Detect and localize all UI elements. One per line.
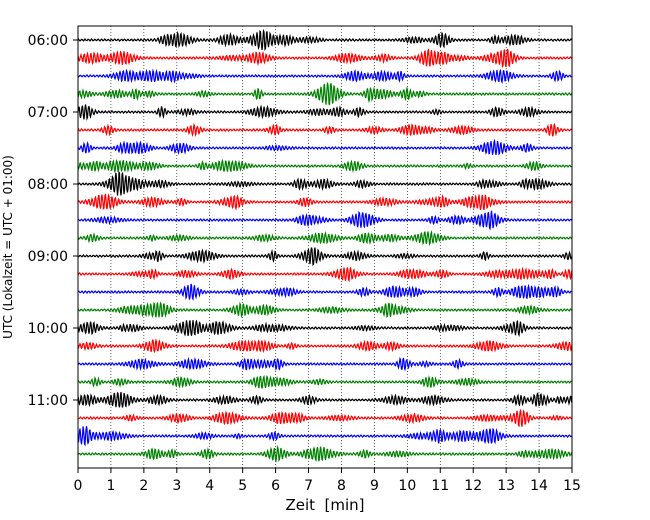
trace-0615 <box>77 48 573 69</box>
trace-1130 <box>77 426 573 447</box>
x-tick-label: 8 <box>337 478 346 494</box>
trace-1015 <box>77 338 573 354</box>
y-axis-label: UTC (Lokalzeit = UTC + 01:00) <box>1 155 15 339</box>
trace-0845 <box>77 229 573 246</box>
trace-0715 <box>77 122 573 138</box>
x-tick-label: 1 <box>106 478 115 494</box>
trace-0915 <box>77 266 573 283</box>
trace-0730 <box>77 138 573 156</box>
x-tick-label: 13 <box>497 478 515 494</box>
x-tick-label: 6 <box>271 478 280 494</box>
x-axis-ticks: 0 1 2 3 4 5 6 7 8 9 10 11 12 13 14 15 <box>74 468 581 494</box>
x-tick-label: 10 <box>398 478 416 494</box>
trace-1045 <box>77 374 573 389</box>
x-axis-label: Zeit [min] <box>285 496 364 514</box>
x-tick-label: 7 <box>304 478 313 494</box>
y-axis-ticks: 06:00 07:00 08:00 09:00 10:00 11:00 <box>28 33 78 409</box>
trace-0900 <box>77 247 573 267</box>
trace-0745 <box>77 158 573 174</box>
trace-0630 <box>77 68 573 85</box>
trace-0945 <box>77 301 573 319</box>
trace-0700 <box>77 104 573 121</box>
x-tick-label: 3 <box>172 478 181 494</box>
x-tick-label: 5 <box>238 478 247 494</box>
y-tick-label: 10:00 <box>28 321 68 337</box>
trace-0830 <box>77 210 573 231</box>
x-tick-label: 14 <box>530 478 548 494</box>
trace-1145 <box>77 444 573 463</box>
x-tick-label: 12 <box>464 478 482 494</box>
trace-0800 <box>77 171 573 196</box>
y-tick-label: 07:00 <box>28 105 68 121</box>
trace-0645 <box>77 82 573 106</box>
trace-0600 <box>77 28 573 52</box>
y-tick-label: 08:00 <box>28 177 68 193</box>
trace-1115 <box>77 409 573 428</box>
trace-0815 <box>77 193 573 211</box>
x-tick-label: 0 <box>74 478 83 494</box>
x-tick-label: 11 <box>431 478 449 494</box>
x-tick-label: 9 <box>370 478 379 494</box>
trace-1000 <box>77 319 573 338</box>
trace-0930 <box>77 283 573 301</box>
y-tick-label: 06:00 <box>28 33 68 49</box>
x-tick-label: 15 <box>563 478 581 494</box>
x-tick-label: 4 <box>205 478 214 494</box>
x-tick-label: 2 <box>139 478 148 494</box>
trace-1030 <box>77 356 573 372</box>
trace-1100 <box>77 391 573 408</box>
seismogram-traces <box>77 28 573 463</box>
y-tick-label: 09:00 <box>28 249 68 265</box>
y-tick-label: 11:00 <box>28 393 68 409</box>
plot-frame <box>77 25 573 469</box>
